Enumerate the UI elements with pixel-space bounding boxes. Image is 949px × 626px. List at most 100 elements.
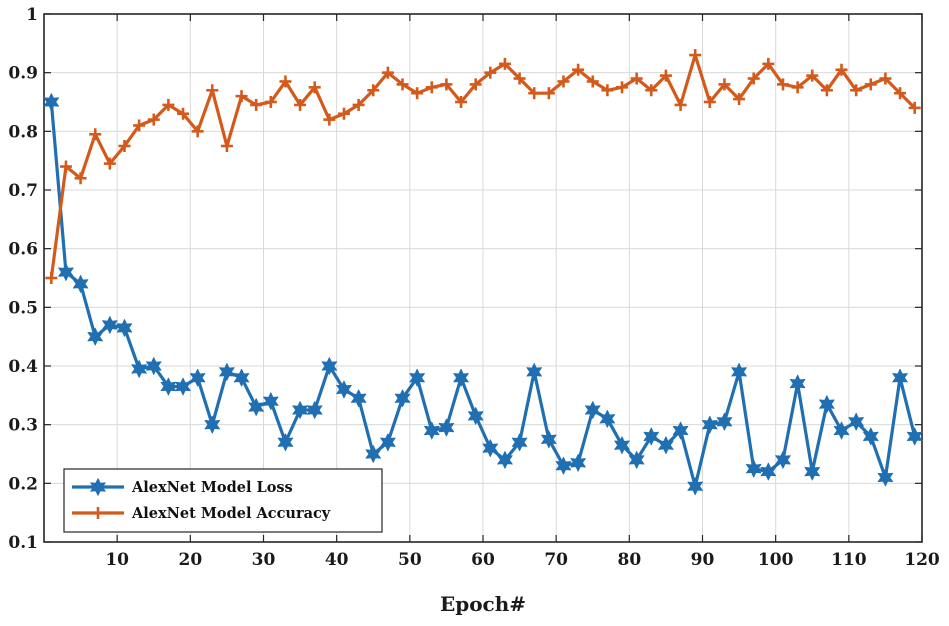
data-point: [760, 462, 777, 481]
data-point: [45, 272, 58, 284]
x-tick-label: 100: [758, 550, 794, 570]
data-point: [863, 427, 879, 446]
x-axis-label: Epoch#: [440, 592, 526, 616]
data-point: [555, 456, 572, 475]
data-point: [906, 427, 923, 446]
data-point: [424, 421, 440, 440]
data-point: [89, 128, 102, 141]
grid: [44, 14, 922, 542]
data-point: [570, 453, 586, 472]
data-point: [718, 78, 731, 91]
data-point: [791, 81, 804, 94]
x-tick-label: 40: [325, 550, 349, 570]
data-point: [848, 412, 864, 431]
data-point: [674, 98, 687, 111]
data-point: [572, 63, 585, 76]
data-point: [308, 81, 321, 94]
data-point: [162, 98, 175, 111]
x-axis: 10 20 30 40 50 60 70 80 90 100 110 120: [105, 14, 940, 570]
data-point: [350, 389, 367, 408]
data-point: [689, 49, 702, 62]
data-point: [672, 421, 689, 440]
data-point: [835, 63, 848, 76]
legend-box: [63, 468, 383, 533]
data-point: [220, 140, 233, 152]
legend-swatch-marker: [90, 478, 106, 496]
data-point: [484, 66, 497, 79]
x-tick-label: 60: [471, 550, 495, 570]
y-tick-label: 0.6: [8, 240, 38, 260]
data-point: [133, 119, 146, 132]
data-point: [601, 84, 614, 97]
data-point: [557, 75, 570, 88]
y-tick-label: 1: [26, 5, 38, 25]
data-point: [804, 462, 821, 481]
data-point: [482, 439, 499, 458]
data-point: [775, 450, 791, 469]
data-point: [279, 75, 292, 88]
data-point: [659, 69, 672, 82]
data-point: [453, 368, 469, 387]
series-layer: [43, 49, 923, 496]
data-point: [850, 84, 863, 97]
data-point: [87, 327, 103, 346]
data-point: [219, 362, 235, 381]
y-tick-label: 0.9: [8, 64, 38, 84]
data-point: [365, 445, 382, 463]
y-tick-label: 0.2: [8, 474, 38, 494]
data-point: [131, 360, 147, 378]
data-point: [277, 433, 294, 452]
data-point: [233, 368, 250, 387]
y-tick-label: 0.4: [8, 357, 38, 377]
data-point: [191, 125, 204, 138]
data-point: [323, 113, 336, 126]
data-point: [74, 172, 87, 185]
y-axis: 0.1 0.2 0.3 0.4 0.5 0.6 0.7 0.8 0.9 1: [8, 5, 922, 553]
data-point: [747, 72, 760, 85]
data-point: [102, 316, 118, 334]
data-point: [206, 84, 219, 97]
data-point: [497, 450, 513, 469]
data-point: [411, 87, 424, 100]
data-point: [440, 78, 453, 91]
y-tick-label: 0.1: [8, 533, 38, 553]
legend-entry: AlexNet Model Accuracy: [72, 505, 331, 522]
data-point: [250, 98, 263, 111]
data-point: [235, 90, 248, 103]
data-point: [337, 107, 350, 120]
data-point: [321, 357, 338, 375]
data-point: [498, 57, 511, 70]
data-point: [762, 57, 775, 70]
data-point: [599, 409, 616, 428]
x-tick-label: 20: [178, 550, 202, 570]
x-tick-label: 120: [904, 550, 940, 570]
x-tick-label: 10: [105, 550, 129, 570]
data-point: [745, 459, 762, 478]
data-point: [879, 72, 892, 85]
data-point: [59, 160, 72, 173]
data-point: [145, 357, 162, 375]
data-point: [542, 87, 555, 100]
legend-label: AlexNet Model Loss: [131, 479, 293, 496]
data-point: [820, 84, 833, 97]
data-point: [702, 415, 718, 434]
data-point: [526, 362, 542, 381]
data-point: [409, 368, 425, 387]
data-point: [584, 401, 601, 419]
y-tick-label: 0.7: [8, 181, 38, 201]
data-point: [469, 78, 482, 91]
y-tick-label: 0.3: [8, 416, 38, 436]
data-point: [352, 98, 365, 111]
data-point: [248, 398, 264, 416]
legend-swatch-marker: [92, 507, 104, 519]
data-point: [177, 107, 190, 120]
data-point: [425, 81, 438, 94]
data-point: [103, 157, 116, 170]
data-point: [189, 368, 206, 387]
data-point: [877, 468, 894, 487]
legend-label: AlexNet Model Accuracy: [131, 505, 331, 522]
x-tick-label: 90: [691, 550, 715, 570]
x-tick-label: 50: [398, 550, 422, 570]
y-tick-label: 0.5: [8, 298, 38, 318]
